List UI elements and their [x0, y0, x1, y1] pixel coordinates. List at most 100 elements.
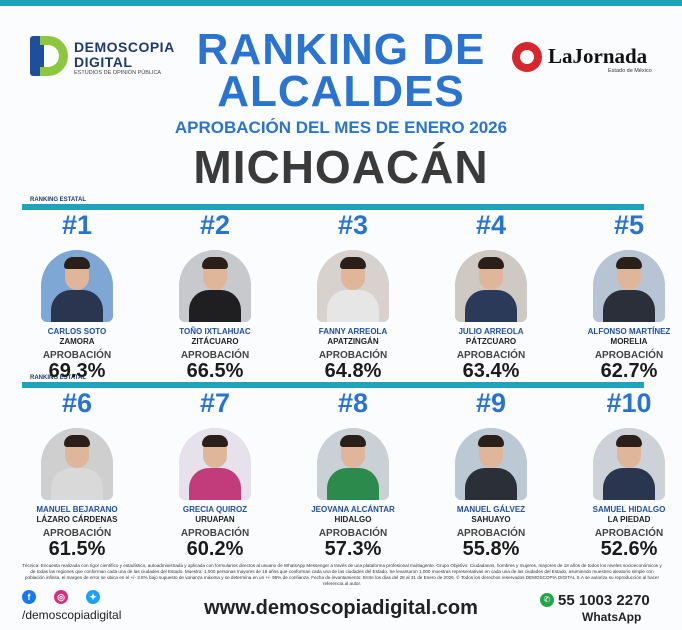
methodology-note: Técnica: Encuesta realizada con rigor ci…	[22, 563, 662, 586]
top-stripe	[0, 0, 682, 6]
mayor-name: FANNY ARREOLA	[318, 327, 388, 336]
lajornada-seal-icon	[512, 42, 542, 72]
mayor-name: TOÑO IXTLAHUAC	[179, 327, 251, 336]
approval-label: APROBACIÓN	[456, 528, 526, 539]
mayor-card: #1 CARLOS SOTO ZAMORA APROBACIÓN 69.3%	[17, 210, 137, 382]
mayor-name: ALFONSO MARTÍNEZ	[587, 327, 671, 336]
social-handle[interactable]: /demoscopiadigital	[22, 608, 122, 622]
section-label-2: RANKING ESTATAL	[30, 375, 86, 381]
approval-value: 66.5%	[186, 360, 244, 382]
approval-value: 62.7%	[600, 360, 658, 382]
rank-number: #5	[613, 210, 645, 240]
lajornada-name: LaJornada	[548, 44, 648, 68]
mayor-portrait	[455, 428, 527, 500]
mayor-city: PÁTZCUARO	[465, 337, 517, 346]
section-bar-1	[22, 204, 644, 210]
rank-number: #6	[61, 388, 93, 418]
section-bar-2	[22, 382, 644, 388]
mayor-portrait	[179, 428, 251, 500]
mayor-card: #3 FANNY ARREOLA APATZINGÁN APROBACIÓN 64.8%	[293, 210, 413, 382]
approval-value: 64.8%	[324, 360, 382, 382]
mayor-card: #8 JEOVANA ALCÁNTAR HIDALGO APROBACIÓN 57.3%	[293, 388, 413, 560]
mayor-portrait	[41, 250, 113, 322]
approval-value: 69.3%	[48, 360, 106, 382]
mayor-city: URUAPAN	[195, 515, 235, 524]
mayor-name: MANUEL BEJARANO	[36, 505, 118, 514]
whatsapp-icon: ✆	[540, 593, 554, 607]
lajornada-logo: LaJornada Estado de México	[512, 40, 652, 80]
logo-line2: DIGITAL	[74, 54, 133, 70]
lajornada-sub: Estado de México	[608, 68, 652, 74]
approval-label: APROBACIÓN	[318, 528, 388, 539]
mayor-card: #9 MANUEL GÁLVEZ SAHUAYO APROBACIÓN 55.8%	[431, 388, 551, 560]
mayor-city: SAHUAYO	[471, 515, 511, 524]
facebook-icon[interactable]: f	[22, 590, 36, 604]
demoscopia-d-icon	[30, 36, 68, 76]
approval-label: APROBACIÓN	[594, 350, 664, 361]
approval-label: APROBACIÓN	[594, 528, 664, 539]
section-label-1: RANKING ESTATAL	[30, 197, 86, 203]
rank-number: #8	[337, 388, 369, 418]
rank-number: #9	[475, 388, 507, 418]
approval-label: APROBACIÓN	[180, 528, 250, 539]
twitter-icon[interactable]: ✦	[86, 590, 100, 604]
mayor-card: #2 TOÑO IXTLAHUAC ZITÁCUARO APROBACIÓN 66.5%	[155, 210, 275, 382]
mayor-portrait	[593, 250, 665, 322]
rank-number: #3	[337, 210, 369, 240]
approval-value: 61.5%	[48, 538, 106, 560]
mayor-portrait	[317, 250, 389, 322]
whatsapp-label: WhatsApp	[582, 610, 642, 624]
mayor-city: ZITÁCUARO	[191, 337, 239, 346]
mayor-city: MORELIA	[610, 337, 648, 346]
approval-label: APROBACIÓN	[42, 528, 112, 539]
demoscopia-logo: DEMOSCOPIA DIGITAL ESTUDIOS DE OPINIÓN P…	[30, 36, 180, 80]
instagram-icon[interactable]: ◎	[54, 590, 68, 604]
logo-line1: DEMOSCOPIA	[74, 39, 175, 55]
state-name: MICHOACÁN	[193, 141, 489, 193]
rank-number: #4	[475, 210, 507, 240]
mayor-card: #4 JULIO ARREOLA PÁTZCUARO APROBACIÓN 63.4%	[431, 210, 551, 382]
approval-value: 57.3%	[324, 538, 382, 560]
rank-number: #10	[606, 388, 652, 418]
approval-label: APROBACIÓN	[180, 350, 250, 361]
approval-value: 52.6%	[600, 538, 658, 560]
mayor-city: HIDALGO	[334, 515, 372, 524]
subtitle: APROBACIÓN DEL MES DE ENERO 2026	[174, 118, 508, 137]
mayor-name: MANUEL GÁLVEZ	[456, 505, 526, 514]
approval-value: 55.8%	[462, 538, 520, 560]
mayor-city: LÁZARO CÁRDENAS	[36, 515, 118, 524]
whatsapp-contact: ✆ 55 1003 2270 WhatsApp	[540, 592, 670, 628]
rank-number: #1	[61, 210, 93, 240]
rank-number: #2	[199, 210, 231, 240]
mayor-portrait	[455, 250, 527, 322]
mayor-city: LA PIEDAD	[607, 515, 651, 524]
mayor-name: GRECIA QUIROZ	[182, 505, 248, 514]
mayor-portrait	[317, 428, 389, 500]
mayor-name: SAMUEL HIDALGO	[592, 505, 666, 514]
approval-value: 63.4%	[462, 360, 520, 382]
mayor-card: #5 ALFONSO MARTÍNEZ MORELIA APROBACIÓN 62.7%	[569, 210, 682, 382]
approval-label: APROBACIÓN	[456, 350, 526, 361]
rank-number: #7	[199, 388, 231, 418]
approval-value: 60.2%	[186, 538, 244, 560]
mayor-name: JEOVANA ALCÁNTAR	[311, 505, 395, 514]
mayor-city: ZAMORA	[59, 337, 95, 346]
title-line1: RANKING DE	[196, 25, 486, 74]
mayor-portrait	[41, 428, 113, 500]
mayor-city: APATZINGÁN	[327, 337, 379, 346]
approval-label: APROBACIÓN	[42, 350, 112, 361]
mayor-portrait	[179, 250, 251, 322]
mayor-card: #6 MANUEL BEJARANO LÁZARO CÁRDENAS APROBACI…	[17, 388, 137, 560]
social-links: f ◎ ✦ /demoscopiadigital	[22, 590, 162, 626]
mayor-card: #7 GRECIA QUIROZ URUAPAN APROBACIÓN 60.2%	[155, 388, 275, 560]
approval-label: APROBACIÓN	[318, 350, 388, 361]
mayor-name: JULIO ARREOLA	[458, 327, 524, 336]
logo-line3: ESTUDIOS DE OPINIÓN PÚBLICA	[74, 70, 162, 76]
title-line2: ALCALDES	[217, 67, 465, 116]
mayor-card: #10 SAMUEL HIDALGO LA PIEDAD APROBACIÓN 52.6…	[569, 388, 682, 560]
mayor-name: CARLOS SOTO	[47, 327, 107, 336]
mayor-portrait	[593, 428, 665, 500]
whatsapp-phone[interactable]: 55 1003 2270	[558, 592, 650, 609]
website-link[interactable]: www.demoscopiadigital.com	[204, 597, 478, 619]
